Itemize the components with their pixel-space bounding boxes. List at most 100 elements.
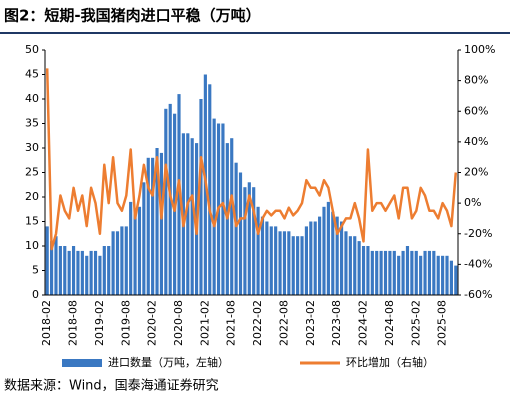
bar: [151, 157, 155, 295]
x-tick-label: 2019-02: [93, 300, 106, 346]
bar: [375, 250, 379, 295]
bar: [234, 162, 238, 295]
y-tick-label: 30: [25, 141, 39, 154]
y-tick-label: 15: [25, 215, 39, 228]
bar: [410, 250, 414, 295]
y-tick-label: 45: [25, 68, 39, 81]
bar: [54, 236, 58, 295]
bar: [111, 231, 115, 295]
bar: [120, 226, 124, 295]
x-tick-label: 2021-02: [198, 300, 211, 346]
y-tick-label: 40: [25, 92, 39, 105]
bar: [159, 152, 164, 295]
y2-tick-label: -20%: [464, 227, 492, 240]
bar: [230, 138, 234, 295]
bar: [383, 250, 388, 295]
x-tick-label: 2023-02: [304, 300, 317, 346]
bar: [322, 206, 326, 295]
bar: [304, 226, 309, 295]
bar: [423, 250, 427, 295]
bar: [80, 250, 84, 295]
y2-tick-label: 40%: [464, 135, 488, 148]
bar: [419, 255, 423, 295]
bar: [243, 187, 247, 295]
legend-swatch: [62, 359, 102, 367]
bar: [102, 246, 106, 295]
bar: [353, 236, 357, 295]
bar: [414, 250, 418, 295]
y2-tick-label: 60%: [464, 104, 488, 117]
bar: [107, 246, 111, 295]
bar: [45, 226, 49, 295]
bar: [137, 206, 142, 295]
x-tick-label: 2020-08: [172, 300, 185, 346]
y2-tick-label: 0%: [464, 196, 481, 209]
bar: [427, 250, 432, 295]
y-tick-label: 20: [25, 190, 39, 203]
bar: [445, 255, 449, 295]
y-tick-label: 5: [32, 264, 39, 277]
bar: [370, 250, 374, 295]
bar: [58, 246, 62, 295]
chart-title: 图2：短期-我国猪肉进口平稳（万吨）: [4, 7, 261, 25]
bar: [199, 99, 203, 295]
bar: [89, 250, 93, 295]
bar: [260, 216, 265, 295]
bar: [291, 236, 295, 295]
bar: [155, 148, 159, 295]
x-tick-label: 2023-08: [330, 300, 343, 346]
bar: [436, 255, 440, 295]
bar: [208, 84, 212, 295]
bar: [339, 221, 344, 295]
y2-tick-label: 20%: [464, 166, 488, 179]
x-tick-label: 2024-02: [357, 300, 370, 346]
bar: [146, 157, 150, 295]
x-tick-label: 2021-08: [225, 300, 238, 346]
y-tick-label: 35: [25, 117, 39, 130]
bar: [142, 182, 146, 295]
bar: [252, 187, 256, 295]
y-tick-label: 25: [25, 166, 39, 179]
bar: [124, 226, 128, 295]
bar: [177, 94, 181, 295]
bar: [282, 231, 287, 295]
bar: [331, 211, 335, 295]
bar: [164, 108, 168, 295]
legend-label: 环比增加（右轴）: [346, 355, 434, 369]
bar: [98, 255, 102, 295]
bar: [76, 250, 80, 295]
bar: [454, 265, 458, 295]
bar: [357, 241, 361, 295]
bar: [388, 250, 392, 295]
x-tick-label: 2025-08: [436, 300, 449, 346]
bar: [274, 226, 278, 295]
bar: [190, 138, 194, 295]
bar: [50, 241, 54, 295]
line: [45, 68, 458, 251]
bar: [212, 118, 216, 295]
bar: [313, 221, 317, 295]
bar: [133, 211, 137, 295]
bar: [256, 206, 260, 295]
bar: [93, 250, 98, 295]
bar: [392, 250, 396, 295]
x-tick-label: 2020-02: [146, 300, 159, 346]
y-tick-label: 50: [25, 43, 39, 56]
y2-tick-label: -40%: [464, 257, 492, 270]
bar: [344, 231, 348, 295]
bar: [432, 250, 436, 295]
y2-tick-label: 100%: [464, 43, 495, 56]
bar: [221, 123, 225, 295]
bar: [287, 231, 291, 295]
y-tick-label: 0: [32, 288, 39, 301]
bar: [247, 182, 251, 295]
bar: [269, 226, 273, 295]
bar: [318, 216, 322, 295]
bar: [186, 133, 190, 295]
x-tick-label: 2025-02: [409, 300, 422, 346]
bar: [67, 250, 71, 295]
bar: [71, 246, 76, 295]
bar: [278, 231, 282, 295]
source: 数据来源：Wind，国泰海通证券研究: [4, 378, 219, 394]
